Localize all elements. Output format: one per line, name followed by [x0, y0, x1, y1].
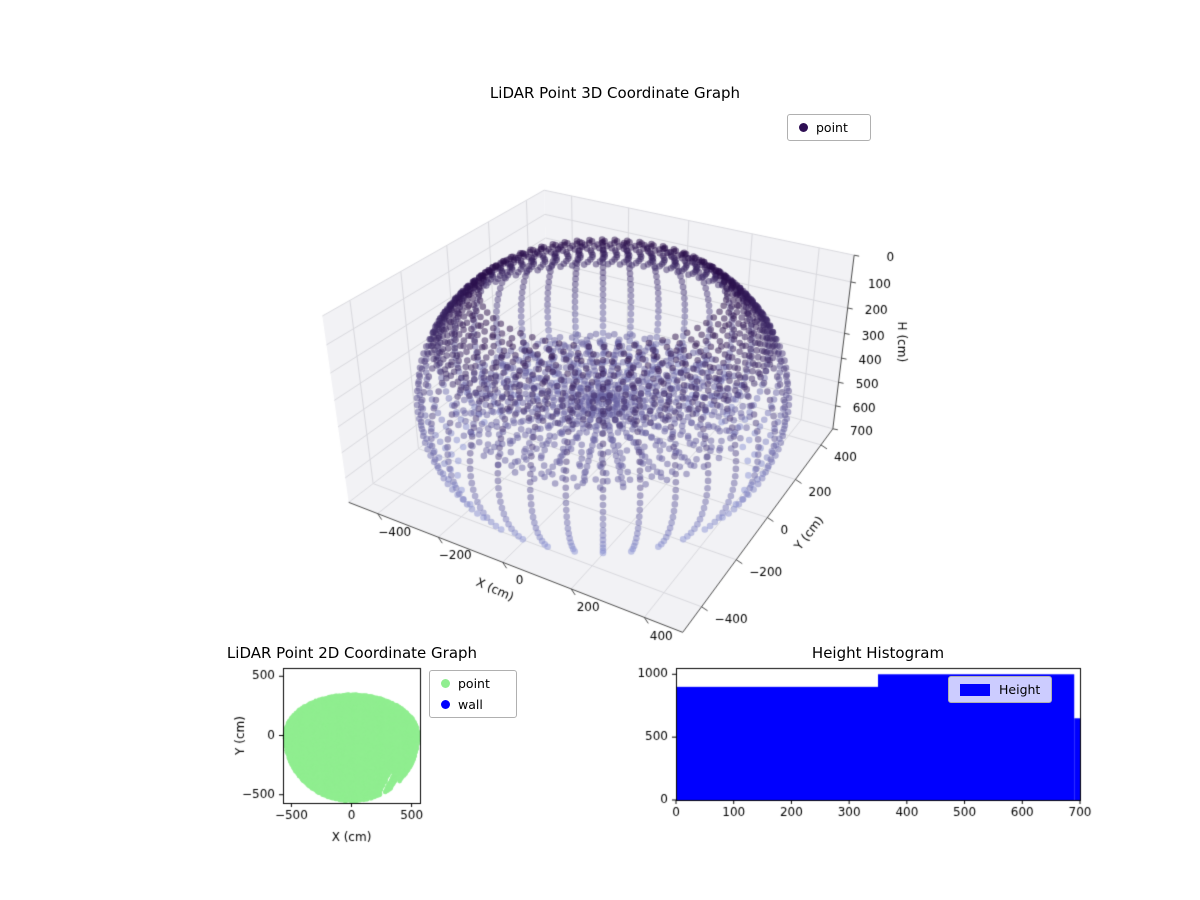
legend-item-point: point	[799, 120, 859, 135]
legend-label-point: point	[458, 676, 490, 691]
histogram-title: Height Histogram	[811, 644, 945, 662]
legend-label-height: Height	[999, 682, 1041, 697]
histogram-legend: Height	[948, 676, 1053, 703]
legend-label-point: point	[816, 120, 848, 135]
3d-plot-legend: point	[787, 114, 871, 141]
2d-plot-legend: point wall	[429, 670, 517, 718]
legend-item-wall: wall	[441, 697, 505, 712]
wall-marker-icon	[441, 700, 450, 709]
height-patch-icon	[960, 683, 990, 696]
point-marker-icon	[799, 123, 808, 132]
point-marker-icon	[441, 679, 450, 688]
legend-label-wall: wall	[458, 697, 483, 712]
3d-plot-title: LiDAR Point 3D Coordinate Graph	[489, 84, 741, 102]
legend-item-point: point	[441, 676, 505, 691]
2d-plot-title: LiDAR Point 2D Coordinate Graph	[226, 644, 478, 662]
